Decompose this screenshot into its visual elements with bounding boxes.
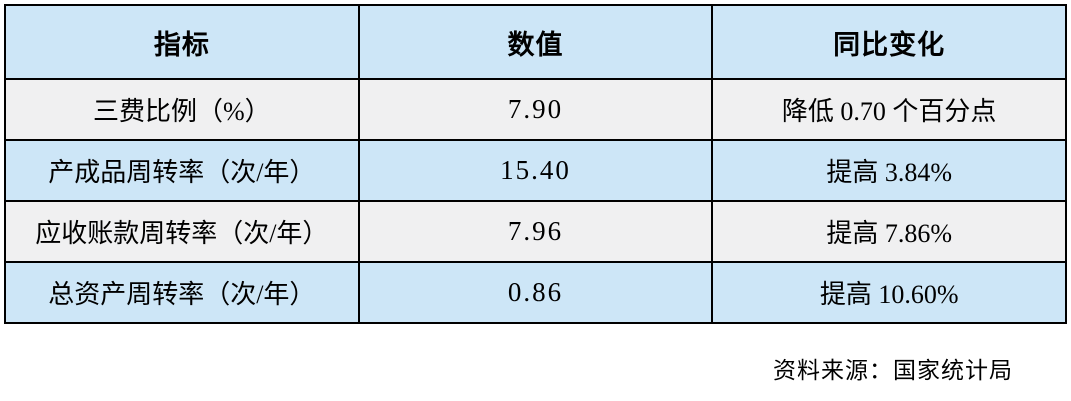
- indicator-cell: 产成品周转率（次/年）: [4, 139, 360, 202]
- value-cell: 7.90: [357, 78, 714, 141]
- value-cell: 7.96: [357, 200, 714, 263]
- indicator-cell: 总资产周转率（次/年）: [4, 261, 360, 324]
- yoy-change-cell: 提高 7.86%: [711, 200, 1067, 263]
- table-row: 总资产周转率（次/年） 0.86 提高 10.60%: [4, 261, 1067, 324]
- column-header-indicator: 指标: [4, 4, 360, 80]
- indicator-cell: 三费比例（%）: [4, 78, 360, 141]
- yoy-change-cell: 降低 0.70 个百分点: [711, 78, 1067, 141]
- table-row: 三费比例（%） 7.90 降低 0.70 个百分点: [4, 78, 1067, 141]
- yoy-change-cell: 提高 10.60%: [711, 261, 1067, 324]
- indicator-cell: 应收账款周转率（次/年）: [4, 200, 360, 263]
- data-source-note: 资料来源：国家统计局: [773, 357, 1013, 383]
- table-row: 产成品周转率（次/年） 15.40 提高 3.84%: [4, 139, 1067, 202]
- value-cell: 15.40: [357, 139, 714, 202]
- table-row: 应收账款周转率（次/年） 7.96 提高 7.86%: [4, 200, 1067, 263]
- value-cell: 0.86: [357, 261, 714, 324]
- table-header-row: 指标 数值 同比变化: [4, 4, 1067, 80]
- column-header-value: 数值: [357, 4, 714, 80]
- column-header-yoy-change: 同比变化: [711, 4, 1067, 80]
- indicators-table: 指标 数值 同比变化 三费比例（%） 7.90 降低 0.70 个百分点 产成品…: [4, 4, 1067, 324]
- yoy-change-cell: 提高 3.84%: [711, 139, 1067, 202]
